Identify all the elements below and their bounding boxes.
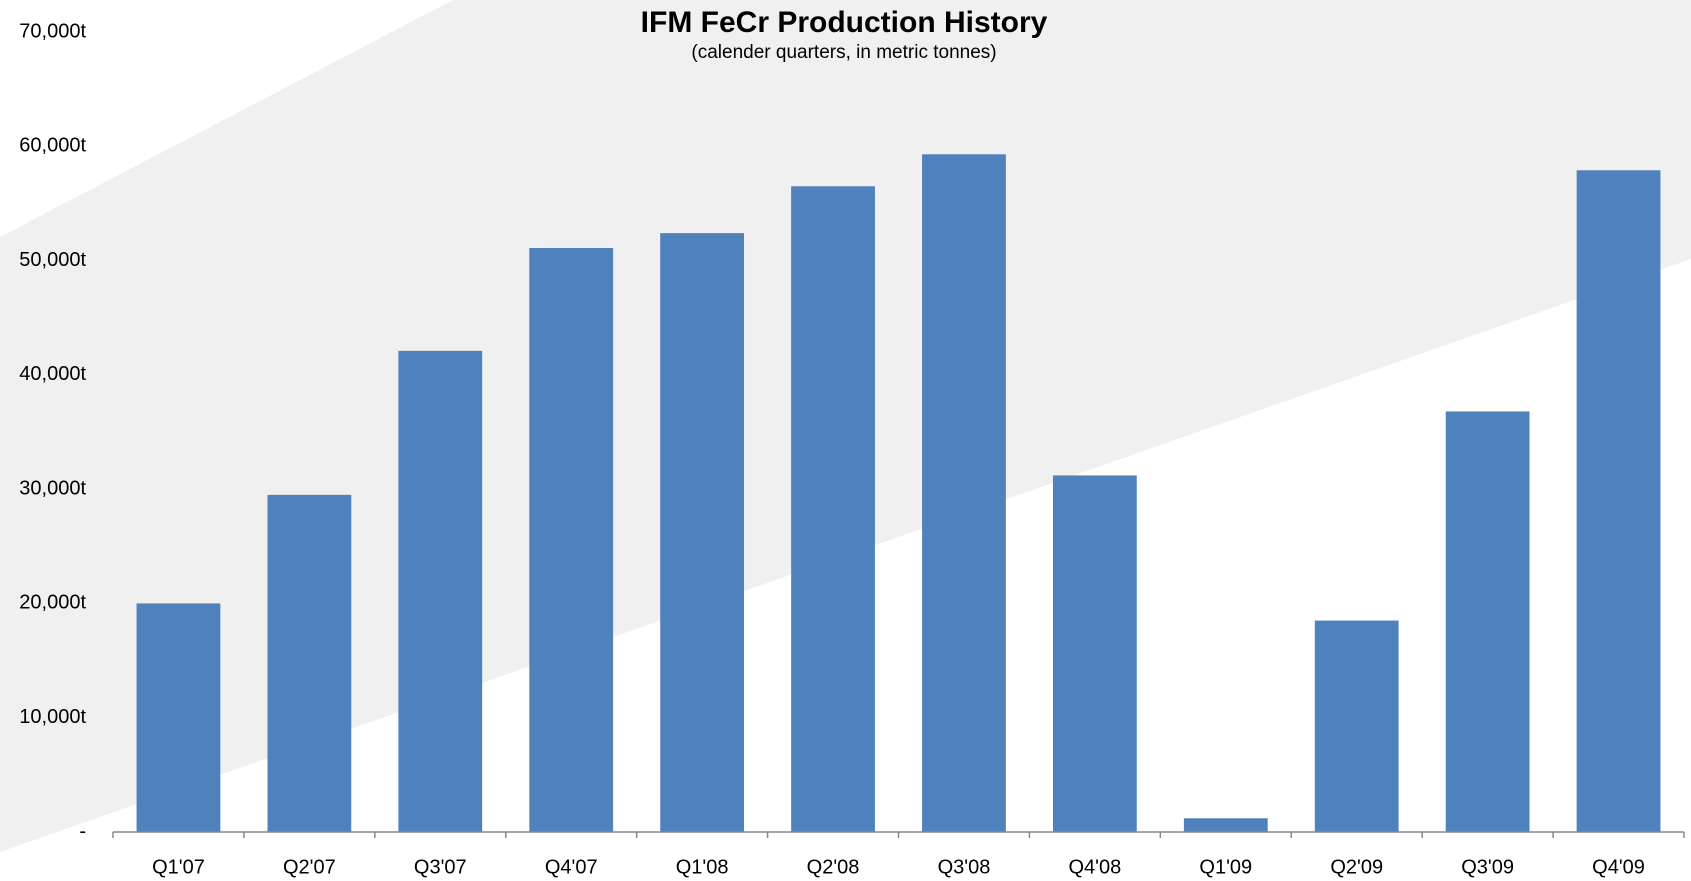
bar — [529, 248, 614, 832]
bar — [1576, 170, 1661, 833]
x-tick-label: Q4'09 — [1592, 856, 1645, 878]
x-tick-label: Q4'08 — [1069, 856, 1122, 878]
y-tick-label: 10,000t — [19, 706, 86, 728]
bar — [922, 154, 1006, 833]
x-tick-label: Q4'07 — [545, 856, 598, 878]
y-tick-label: 50,000t — [19, 249, 86, 271]
bar — [398, 350, 483, 832]
x-tick-label: Q3'07 — [414, 856, 467, 878]
bar — [1052, 475, 1137, 832]
x-tick-label: Q1'08 — [676, 856, 729, 878]
y-tick-label: 40,000t — [19, 363, 86, 385]
bar — [136, 603, 221, 832]
x-tick-label: Q3'09 — [1461, 856, 1514, 878]
x-tick-label: Q1'07 — [152, 856, 205, 878]
chart-title: IFM FeCr Production History — [641, 6, 1048, 39]
bar — [267, 494, 352, 832]
y-tick-label: - — [79, 820, 86, 842]
x-tick-label: Q3'08 — [938, 856, 991, 878]
x-tick-label: Q2'07 — [283, 856, 336, 878]
y-tick-label: 70,000t — [19, 20, 86, 42]
chart-subtitle: (calender quarters, in metric tonnes) — [691, 42, 996, 63]
y-tick-label: 30,000t — [19, 477, 86, 499]
bar — [660, 233, 745, 833]
x-tick-label: Q1'09 — [1199, 856, 1252, 878]
x-tick-label: Q2'09 — [1330, 856, 1383, 878]
y-tick-label: 20,000t — [19, 592, 86, 614]
y-tick-label: 60,000t — [19, 135, 86, 157]
x-tick-label: Q2'08 — [807, 856, 860, 878]
bar — [791, 186, 875, 833]
bar — [1445, 411, 1530, 832]
bar — [1183, 818, 1268, 832]
bar — [1314, 620, 1399, 832]
